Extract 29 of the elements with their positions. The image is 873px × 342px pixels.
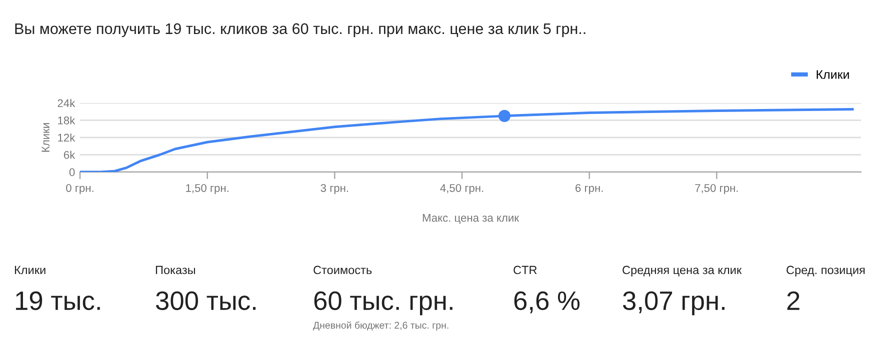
y-tick-label: 18k <box>58 116 76 124</box>
legend-label: Клики <box>816 70 849 79</box>
x-tick-label: 0 грн. <box>66 184 94 194</box>
x-tick-label: 4,50 грн. <box>440 184 484 194</box>
text: Клики <box>14 266 46 274</box>
text: 3,07 грн. <box>623 291 724 316</box>
text: 6,6 % <box>514 291 580 314</box>
y-tick-label: 0 <box>69 168 75 176</box>
y-tick-label: 6k <box>64 150 76 159</box>
y-tick-label: 24k <box>58 98 76 108</box>
text: Дневной бюджет: 2,6 тыс. грн. <box>313 321 448 331</box>
line-series <box>80 108 854 172</box>
text: Стоимость <box>314 266 372 274</box>
text: CTR <box>514 266 537 274</box>
text: 2 <box>787 291 800 310</box>
x-tick-label: 1,50 грн. <box>186 184 228 194</box>
text: 19 тыс. <box>16 291 100 310</box>
x-axis-title: Макс. цена за клик <box>422 214 520 224</box>
y-tick-label: 12k <box>58 133 76 142</box>
y-axis-title: Клики <box>42 123 50 152</box>
text: 300 тыс. <box>156 291 256 310</box>
text: Показы <box>156 266 195 274</box>
text: Средняя цена за клик <box>622 266 742 277</box>
text: 60 тыс. грн. <box>314 291 452 316</box>
text: Сред. позиция <box>786 266 865 277</box>
x-tick-label: 6 грн. <box>576 184 603 194</box>
chart-title: Вы можете получить 19 тыс. кликов за 60 тыс. грн. при макс. цене за клик 5 грн.. <box>15 23 586 38</box>
x-tick-label: 3 грн. <box>320 184 348 194</box>
x-tick-label: 7,50 грн. <box>695 184 738 194</box>
